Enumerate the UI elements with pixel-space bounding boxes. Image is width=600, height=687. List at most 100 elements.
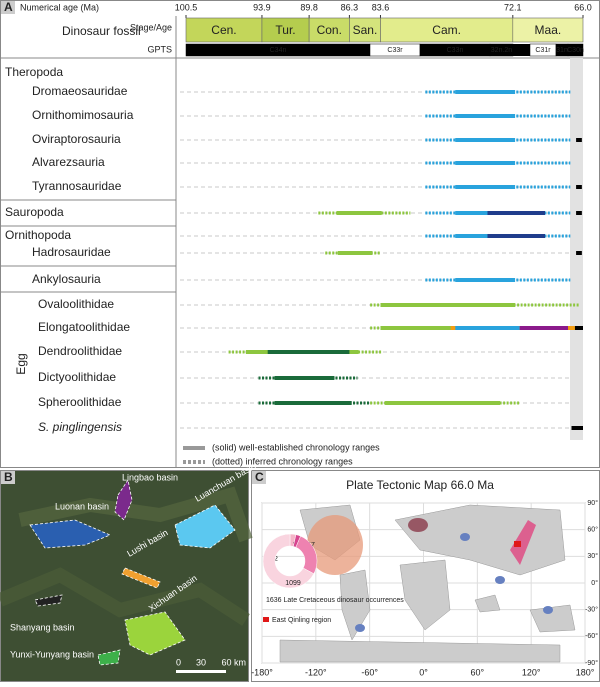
chron-label: C33r <box>387 47 403 54</box>
row-label: Ovaloolithidae <box>38 297 114 311</box>
lon-label: 120° <box>522 667 541 677</box>
basin-label: Yunxi-Yunyang basin <box>10 649 94 659</box>
occurrence-area <box>495 576 505 584</box>
stage-label: Cen. <box>211 23 236 37</box>
occurrence-area <box>408 518 428 532</box>
age-tick-label: 100.5 <box>175 2 198 12</box>
occurrence-area <box>510 520 536 565</box>
age-tick-label: 86.3 <box>341 2 359 12</box>
row-label: Dromaeosauridae <box>32 84 128 98</box>
continent <box>529 604 576 633</box>
chron-box <box>567 43 584 57</box>
lon-label: -120° <box>305 667 327 677</box>
lat-label: -30° <box>585 606 598 614</box>
age-tick-label: 72.1 <box>504 2 522 12</box>
terrain-ridge <box>0 567 250 626</box>
continent <box>474 594 501 613</box>
chron-label: 31n <box>556 47 568 54</box>
region-legend-label: East Qinling region <box>272 617 331 624</box>
donut-label: 1099 <box>285 580 301 587</box>
terrain-ridge <box>18 486 253 543</box>
panel-label-box <box>252 471 266 484</box>
chron-label: C34n <box>270 47 287 54</box>
chron-label: 32n.2n <box>491 47 513 54</box>
panel-label-box <box>1 471 15 484</box>
stage-box <box>261 17 310 43</box>
basin-label: Shanyang basin <box>10 622 75 632</box>
age-tick-label: 66.0 <box>574 2 592 12</box>
lat-label: -90° <box>585 659 598 667</box>
scale-label: 60 km <box>221 657 246 667</box>
panel-label: C <box>255 470 264 484</box>
panel-label: B <box>4 470 13 484</box>
row-label: Theropoda <box>5 65 63 79</box>
occurrence-area <box>460 533 470 541</box>
region-legend-swatch <box>263 617 269 622</box>
basin-label: Lingbao basin <box>122 472 178 482</box>
stage-label: Maa. <box>535 23 562 37</box>
basin-shape <box>29 519 112 549</box>
scale-label: 30 <box>196 657 206 667</box>
row-label: Dendroolithidae <box>38 344 122 358</box>
row-label: Sauropoda <box>5 205 64 219</box>
row-label: Elongatoolithidae <box>38 320 130 334</box>
gpts-header: GPTS <box>147 44 172 54</box>
stage-box <box>512 17 584 43</box>
lat-label: 30° <box>587 552 598 560</box>
row-label: Oviraptorosauria <box>32 132 121 146</box>
occurrence-area <box>307 515 363 575</box>
map-title: Plate Tectonic Map 66.0 Ma <box>346 478 494 492</box>
legend-label: (solid) well-established chronology rang… <box>212 442 380 452</box>
lat-label: 0° <box>591 579 598 587</box>
basin-shape <box>34 594 63 607</box>
row-label: Ankylosauria <box>32 272 101 286</box>
east-qinling-marker <box>514 541 521 547</box>
donut-segment <box>262 533 315 589</box>
basin-label: Luonan basin <box>55 501 109 511</box>
basin-shape <box>174 504 236 549</box>
stage-label: San. <box>353 23 378 37</box>
row-label: Alvarezsauria <box>32 155 105 169</box>
stage-header: Stage/Age <box>130 22 172 32</box>
stage-box <box>349 17 381 43</box>
lon-label: 60° <box>471 667 485 677</box>
basin-shape <box>114 478 133 521</box>
stage-box <box>380 17 514 43</box>
stage-box <box>185 17 263 43</box>
chron-label: C31r <box>535 47 551 54</box>
basin-shape <box>124 611 186 656</box>
row-label: Dictyoolithidae <box>38 370 116 384</box>
lon-label: -60° <box>361 667 378 677</box>
occurrences-label: 1636 Late Cretaceous dinosaur occurrence… <box>266 597 404 604</box>
age-tick-label: 89.8 <box>300 2 318 12</box>
legend-label: (dotted) inferred chronology ranges <box>212 456 353 466</box>
lon-label: 0° <box>419 667 428 677</box>
row-label: Hadrosauridae <box>32 245 111 259</box>
row-label: Spheroolithidae <box>38 395 122 409</box>
age-tick-label: 83.6 <box>372 2 390 12</box>
c30n-band <box>570 58 583 440</box>
panel-label-box <box>1 1 15 14</box>
basin-shape <box>121 567 161 589</box>
lat-label: 90° <box>587 499 598 507</box>
scale-bar <box>176 670 226 673</box>
egg-label: Egg <box>14 353 28 374</box>
chron-label: C30n <box>567 47 584 54</box>
stage-box <box>308 17 350 43</box>
chron-label: C33n <box>447 47 464 54</box>
stage-label: Cam. <box>432 23 461 37</box>
stage-label: Tur. <box>275 23 295 37</box>
lat-label: 60° <box>587 526 598 534</box>
age-tick-label: 93.9 <box>253 2 271 12</box>
panel-label: A <box>4 0 13 14</box>
occurrence-area <box>355 624 365 632</box>
basin-shape <box>97 649 121 666</box>
row-label: Ornithopoda <box>5 228 71 242</box>
lat-label: -60° <box>585 632 598 640</box>
continent <box>279 639 561 663</box>
occurrence-area <box>543 606 553 614</box>
row-label: Ornithomimosauria <box>32 108 134 122</box>
stage-label: Con. <box>317 23 342 37</box>
continent <box>399 559 451 631</box>
